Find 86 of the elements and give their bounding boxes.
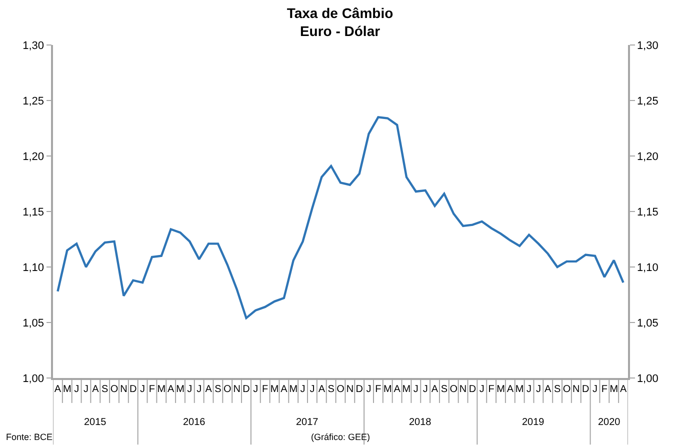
x-tick-label: A — [167, 384, 174, 395]
x-tick-label: S — [214, 384, 222, 395]
chart-subtitle: Euro - Dólar — [300, 23, 381, 40]
y2-tick-label: 1,10 — [636, 262, 658, 274]
x-tick-label: D — [582, 384, 590, 395]
x-tick-label: D — [242, 384, 250, 395]
x-tick-label: J — [196, 384, 202, 395]
x-tick-label: N — [233, 384, 240, 395]
x-tick-label: A — [620, 384, 627, 395]
x-tick-label: S — [102, 384, 109, 395]
x-tick-label: J — [187, 384, 192, 395]
x-tick-label: J — [413, 384, 418, 395]
chart-title: Taxa de Câmbio — [286, 4, 394, 21]
x-tick-label: J — [366, 384, 372, 395]
x-tick-label: M — [610, 384, 618, 395]
x-tick-label: J — [83, 384, 88, 395]
text: (Gráfico: GEE) — [311, 432, 370, 442]
y2-tick-label: 1,20 — [636, 150, 658, 163]
x-tick-label: J — [536, 384, 541, 395]
x-tick-label: M — [402, 384, 411, 395]
x-tick-label: M — [270, 384, 279, 395]
x-tick-label: A — [544, 384, 552, 395]
x-tick-label: M — [157, 384, 166, 395]
x-tick-label: M — [176, 384, 184, 395]
x-tick-label: M — [289, 384, 298, 395]
y-tick-label: 1,25 — [22, 95, 44, 108]
x-tick-label: M — [383, 384, 392, 395]
x-tick-label: J — [74, 384, 80, 395]
x-tick-label: S — [328, 384, 335, 395]
x-tick-label: A — [280, 384, 288, 395]
text: 2020 — [598, 417, 621, 428]
x-tick-label: J — [300, 384, 306, 395]
y-tick-label: 1,15 — [22, 206, 44, 218]
x-tick-label: M — [62, 384, 72, 395]
text: 2015 — [84, 417, 107, 428]
text: 2017 — [296, 417, 319, 428]
x-tick-label: M — [515, 384, 524, 395]
line-series — [56, 116, 624, 320]
x-tick-label: A — [394, 384, 401, 395]
text: 2016 — [183, 417, 206, 428]
x-tick-label: F — [375, 384, 382, 395]
x-tick-label: D — [468, 384, 476, 395]
y2-tick-label: 1,30 — [636, 40, 658, 52]
x-tick-label: N — [120, 384, 128, 395]
x-tick-label: N — [346, 384, 354, 395]
y2-tick-label: 1,05 — [636, 317, 658, 330]
x-tick-label: F — [148, 384, 156, 395]
text: 2018 — [409, 417, 432, 428]
x-tick-label: A — [318, 384, 326, 395]
x-tick-label: A — [54, 384, 62, 395]
x-tick-label: M — [496, 384, 505, 395]
x-tick-label: O — [224, 384, 232, 395]
x-tick-label: A — [205, 384, 212, 395]
x-tick-label: A — [431, 384, 438, 395]
x-tick-label: J — [253, 384, 258, 395]
x-tick-label: J — [422, 384, 428, 395]
x-tick-label: S — [440, 384, 448, 395]
x-tick-label: S — [554, 384, 561, 395]
x-tick-label: J — [479, 384, 484, 395]
x-tick-label: O — [110, 384, 118, 395]
y2-tick-label: 1,15 — [636, 206, 658, 218]
x-tick-label: N — [459, 384, 467, 395]
y2-tick-label: 1,00 — [636, 372, 658, 385]
x-tick-label: O — [336, 384, 345, 395]
x-tick-label: J — [140, 384, 146, 395]
x-tick-label: F — [262, 384, 268, 395]
x-tick-label: D — [356, 384, 363, 395]
x-tick-label: J — [310, 384, 315, 395]
y-tick-label: 1,30 — [22, 40, 44, 52]
x-tick-label: J — [526, 384, 532, 395]
source-note: Fonte: BCE — [6, 432, 53, 442]
x-tick-label: J — [592, 384, 598, 395]
y-tick-label: 1,10 — [22, 262, 44, 274]
x-tick-label: A — [92, 384, 100, 395]
x-tick-label: F — [488, 384, 494, 395]
x-tick-label: D — [130, 384, 137, 395]
x-tick-label: A — [506, 384, 514, 395]
text: 2019 — [522, 417, 545, 428]
x-tick-label: N — [572, 384, 580, 395]
y-tick-label: 1,05 — [22, 317, 44, 330]
x-tick-label: O — [450, 384, 458, 395]
x-tick-label: F — [601, 384, 608, 395]
y2-tick-label: 1,25 — [636, 95, 658, 108]
y-tick-label: 1,20 — [22, 150, 44, 163]
x-tick-label: O — [562, 384, 571, 395]
y-tick-label: 1,00 — [22, 372, 44, 385]
